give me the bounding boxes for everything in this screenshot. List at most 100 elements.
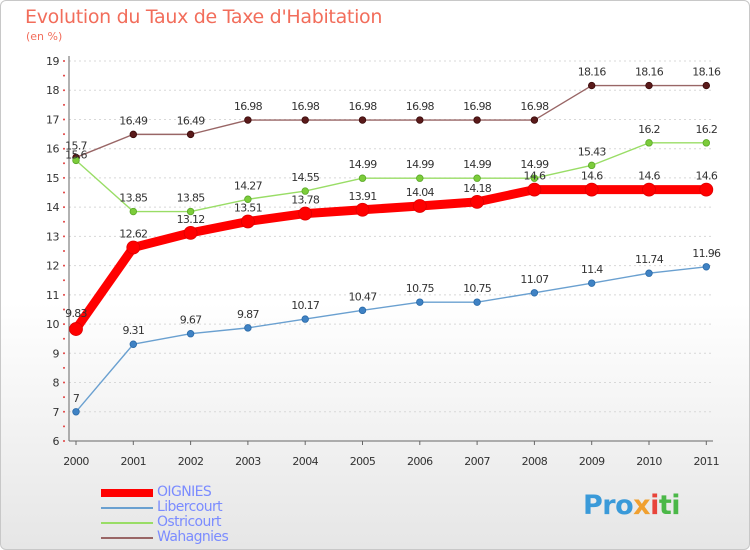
x-tick-label: 2007 — [464, 455, 490, 468]
y-axis-minor-tick — [63, 352, 65, 355]
data-label: 16.98 — [291, 100, 320, 113]
data-point — [244, 324, 252, 332]
data-label: 14.99 — [349, 158, 378, 171]
data-point — [645, 269, 653, 277]
x-tick-label: 2004 — [292, 455, 318, 468]
y-tick-label: 15 — [46, 172, 59, 185]
legend-swatch — [101, 506, 153, 509]
y-axis-minor-tick — [63, 206, 65, 209]
y-axis-minor-tick — [63, 396, 65, 399]
data-label: 16.98 — [520, 100, 549, 113]
data-label: 14.6 — [695, 170, 717, 183]
data-label: 16.49 — [119, 114, 148, 127]
data-label: 14.6 — [638, 170, 660, 183]
data-label: 18.16 — [635, 66, 664, 79]
legend-label: Ostricourt — [157, 514, 221, 530]
data-label: 13.51 — [234, 201, 262, 214]
y-axis-minor-tick — [63, 440, 65, 442]
y-axis-minor-tick — [63, 381, 65, 384]
y-axis-minor-tick — [63, 366, 65, 369]
data-label: 14.99 — [520, 158, 549, 171]
data-point — [244, 195, 252, 203]
y-tick-label: 19 — [46, 55, 59, 68]
y-tick-label: 14 — [46, 201, 59, 214]
data-label: 13.78 — [291, 194, 320, 207]
data-point — [358, 306, 367, 315]
legend-item: Wahagnies — [101, 530, 229, 545]
y-axis-minor-tick — [63, 176, 65, 179]
data-point — [129, 207, 137, 216]
data-point — [588, 81, 596, 90]
y-tick-label: 8 — [53, 377, 60, 390]
data-point — [186, 207, 195, 216]
data-label: 13.91 — [349, 190, 377, 203]
data-label: 14.55 — [291, 171, 320, 184]
y-axis-minor-tick — [63, 220, 65, 223]
data-label: 13.85 — [177, 192, 206, 205]
data-label: 10.47 — [349, 290, 378, 303]
data-point — [412, 199, 427, 213]
data-label: 7 — [73, 392, 80, 405]
data-label: 18.16 — [692, 66, 721, 79]
data-point — [298, 206, 313, 221]
data-label: 11.96 — [692, 247, 721, 260]
y-tick-label: 11 — [46, 289, 59, 302]
data-label: 16.98 — [349, 100, 378, 113]
data-point — [186, 130, 195, 139]
legend-item: Libercourt — [101, 500, 228, 515]
legend-item: Ostricourt — [101, 515, 228, 530]
series-line-libercourt — [75, 266, 707, 413]
data-point — [129, 130, 137, 139]
data-label: 14.18 — [463, 182, 492, 195]
data-point — [244, 116, 252, 124]
y-tick-label: 6 — [53, 435, 60, 448]
y-axis-minor-tick — [63, 337, 65, 340]
series-line-oignies — [71, 185, 711, 334]
y-axis-minor-tick — [63, 250, 65, 252]
legend-label: Libercourt — [157, 499, 223, 515]
data-label: 14.6 — [581, 170, 603, 183]
x-tick-label: 2001 — [120, 455, 146, 468]
data-label: 13.12 — [177, 213, 205, 226]
series-line-wahagnies — [75, 84, 707, 159]
data-label: 16.2 — [695, 123, 717, 136]
data-point — [69, 322, 83, 336]
data-label: 16.2 — [638, 123, 660, 136]
data-point — [416, 174, 424, 182]
y-tick-label: 17 — [46, 113, 59, 126]
data-point — [473, 116, 481, 124]
y-tick-label: 9 — [53, 347, 60, 360]
data-label: 14.99 — [406, 158, 435, 171]
chart-title: Evolution du Taux de Taxe d'Habitation — [25, 6, 383, 28]
x-tick-label: 2003 — [235, 455, 261, 468]
y-axis-minor-tick — [63, 133, 65, 136]
data-label: 11.74 — [635, 253, 664, 266]
x-tick-label: 2006 — [407, 455, 433, 468]
x-tick-label: 2009 — [579, 455, 605, 468]
x-tick-label: 2010 — [636, 455, 662, 468]
legend-swatch — [101, 488, 153, 497]
y-tick-label: 13 — [46, 230, 59, 243]
data-point — [72, 408, 80, 416]
data-point — [588, 161, 596, 170]
data-label: 15.7 — [65, 139, 87, 152]
data-point — [416, 116, 424, 124]
data-point — [301, 187, 309, 195]
proxiti-logo: Proxiti — [583, 490, 681, 521]
y-tick-label: 18 — [46, 84, 59, 97]
x-tick-label: 2011 — [693, 455, 719, 468]
y-axis-minor-tick — [63, 323, 65, 326]
data-point — [527, 182, 542, 197]
y-tick-label: 12 — [46, 260, 59, 273]
x-tick-label: 2002 — [178, 455, 204, 468]
data-label: 9.83 — [65, 307, 87, 320]
data-label: 13.85 — [119, 192, 148, 205]
data-point — [416, 298, 424, 306]
y-axis-minor-tick — [63, 162, 65, 165]
y-axis-minor-tick — [63, 235, 65, 238]
x-tick-label: 2005 — [350, 455, 376, 468]
legend-label: OIGNIES — [157, 484, 212, 500]
data-point — [129, 340, 137, 348]
data-point — [358, 116, 367, 124]
